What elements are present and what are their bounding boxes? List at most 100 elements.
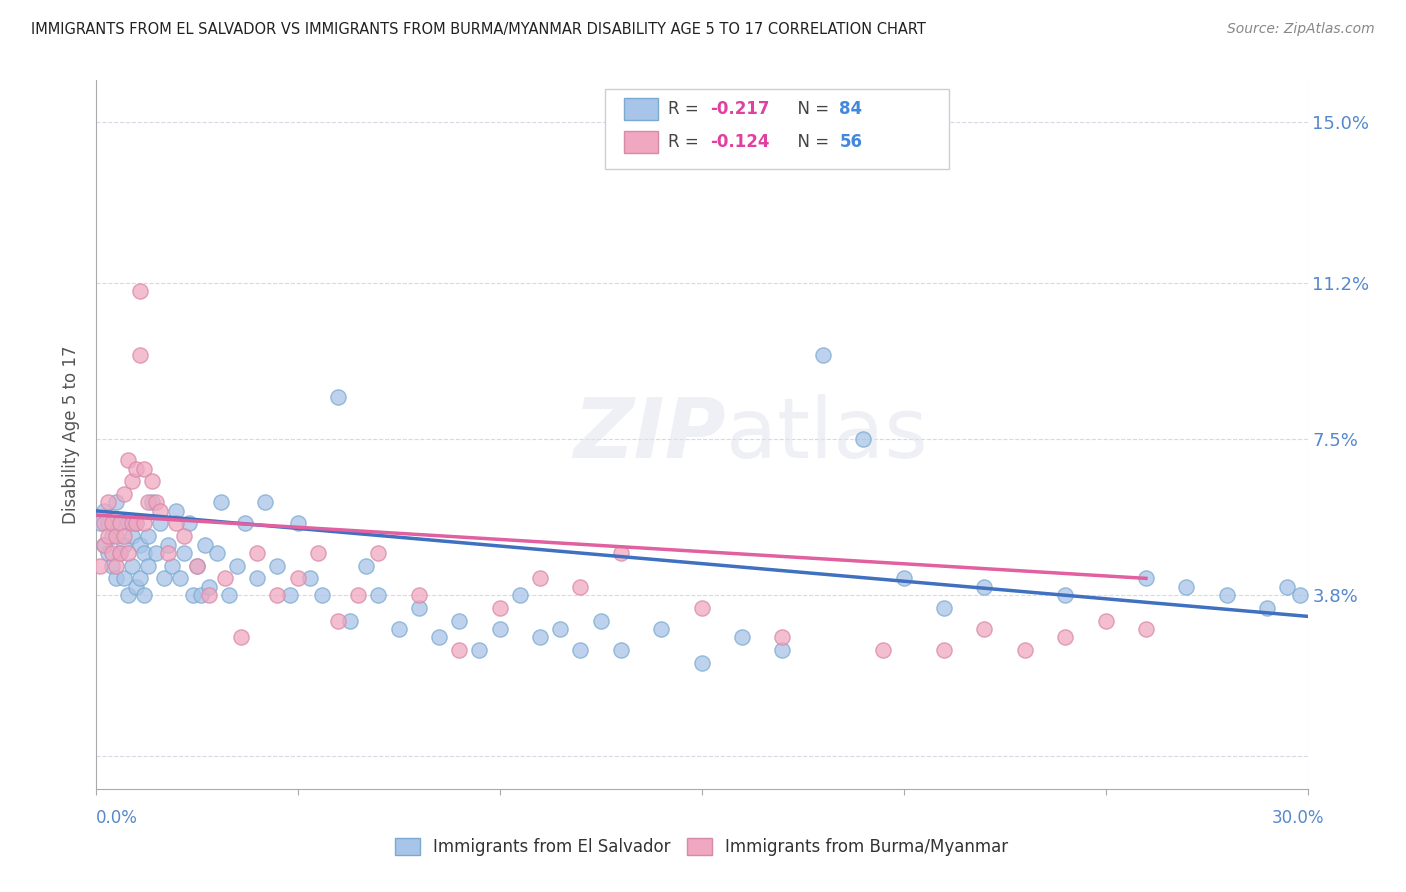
Point <box>893 571 915 585</box>
Point <box>104 529 127 543</box>
Point <box>173 546 195 560</box>
Point <box>141 495 163 509</box>
Point <box>104 571 127 585</box>
Text: R =: R = <box>668 133 704 151</box>
Point <box>246 546 269 560</box>
Point <box>104 558 127 573</box>
Point <box>108 516 131 531</box>
Point <box>108 546 131 560</box>
Point <box>93 538 115 552</box>
Point <box>408 601 430 615</box>
Point <box>117 588 139 602</box>
Text: 84: 84 <box>839 100 862 118</box>
Point <box>811 348 834 362</box>
Point <box>121 558 143 573</box>
Point <box>548 622 571 636</box>
Point <box>311 588 333 602</box>
Point <box>529 631 551 645</box>
Point <box>233 516 256 531</box>
Text: atlas: atlas <box>725 394 928 475</box>
Point <box>218 588 240 602</box>
Point <box>973 622 995 636</box>
Point <box>1094 614 1116 628</box>
Point <box>169 571 191 585</box>
Point <box>872 643 894 657</box>
Point <box>326 614 349 628</box>
Point <box>112 571 135 585</box>
Point <box>190 588 212 602</box>
Text: N =: N = <box>787 100 835 118</box>
Point <box>125 516 148 531</box>
Point <box>229 631 252 645</box>
Point <box>449 643 471 657</box>
Y-axis label: Disability Age 5 to 17: Disability Age 5 to 17 <box>62 345 80 524</box>
Point <box>129 571 152 585</box>
Point <box>121 529 143 543</box>
Point <box>529 571 551 585</box>
Point <box>93 516 115 531</box>
Point <box>157 546 180 560</box>
Point <box>100 529 122 543</box>
Point <box>104 495 127 509</box>
Point <box>1277 580 1299 594</box>
Point <box>97 495 120 509</box>
Text: R =: R = <box>668 100 704 118</box>
Point <box>589 614 612 628</box>
Point <box>246 571 269 585</box>
Point <box>509 588 531 602</box>
Text: 30.0%: 30.0% <box>1272 809 1324 827</box>
Point <box>136 529 159 543</box>
Text: -0.217: -0.217 <box>710 100 769 118</box>
Point <box>129 285 152 299</box>
Point <box>367 588 389 602</box>
Point <box>610 546 633 560</box>
Point <box>177 516 200 531</box>
Point <box>145 546 167 560</box>
Point <box>121 516 143 531</box>
Point <box>1014 643 1036 657</box>
Point <box>165 504 187 518</box>
Point <box>97 516 120 531</box>
Point <box>197 588 219 602</box>
Point <box>132 516 155 531</box>
Point <box>356 558 378 573</box>
Point <box>125 461 148 475</box>
Point <box>129 348 152 362</box>
Text: N =: N = <box>787 133 835 151</box>
Point <box>488 622 510 636</box>
Point <box>1054 588 1077 602</box>
Point <box>93 504 115 518</box>
Point <box>117 516 139 531</box>
Point <box>141 475 163 489</box>
Point <box>125 516 148 531</box>
Point <box>214 571 236 585</box>
Point <box>226 558 249 573</box>
Point <box>408 588 430 602</box>
Point <box>650 622 672 636</box>
Point <box>108 516 131 531</box>
Point <box>770 631 793 645</box>
Point <box>165 516 187 531</box>
Text: IMMIGRANTS FROM EL SALVADOR VS IMMIGRANTS FROM BURMA/MYANMAR DISABILITY AGE 5 TO: IMMIGRANTS FROM EL SALVADOR VS IMMIGRANT… <box>31 22 925 37</box>
Point <box>1216 588 1239 602</box>
Point <box>326 390 349 404</box>
Point <box>610 643 633 657</box>
Point <box>153 571 176 585</box>
Point <box>339 614 361 628</box>
Point <box>89 516 111 531</box>
Point <box>449 614 471 628</box>
Text: ZIP: ZIP <box>574 394 725 475</box>
Point <box>93 538 115 552</box>
Point <box>197 580 219 594</box>
Text: 56: 56 <box>839 133 862 151</box>
Point <box>852 432 875 446</box>
Point <box>569 580 592 594</box>
Point <box>117 453 139 467</box>
Point <box>347 588 370 602</box>
Point <box>209 495 232 509</box>
Point <box>112 538 135 552</box>
Point <box>266 588 288 602</box>
Point <box>100 558 122 573</box>
Point <box>136 558 159 573</box>
Point <box>145 495 167 509</box>
